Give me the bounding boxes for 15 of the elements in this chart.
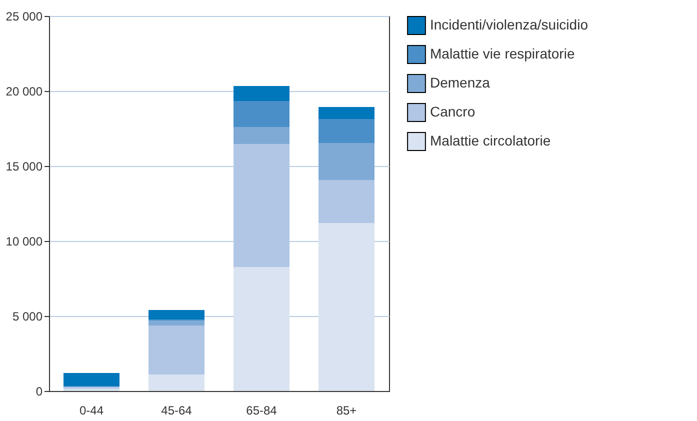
legend-label: Incidenti/violenza/suicidio (430, 16, 588, 32)
x-tick-label: 65-84 (246, 404, 278, 418)
y-tick-label: 25 000 (6, 10, 43, 24)
legend-label: Demenza (430, 74, 490, 90)
legend-label: Cancro (430, 104, 476, 120)
x-tick-label: 85+ (336, 404, 357, 418)
y-tick-label: 15 000 (6, 160, 43, 174)
legend-label: Malattie circolatorie (430, 132, 551, 148)
y-tick-label: 0 (36, 384, 43, 398)
y-tick-label: 5 000 (12, 310, 43, 324)
x-tick-label: 45-64 (161, 404, 192, 418)
x-tick-label: 0-44 (79, 404, 104, 418)
y-tick-label: 10 000 (6, 234, 43, 248)
legend-label: Malattie vie respiratorie (430, 46, 575, 62)
y-tick-label: 20 000 (6, 84, 43, 98)
